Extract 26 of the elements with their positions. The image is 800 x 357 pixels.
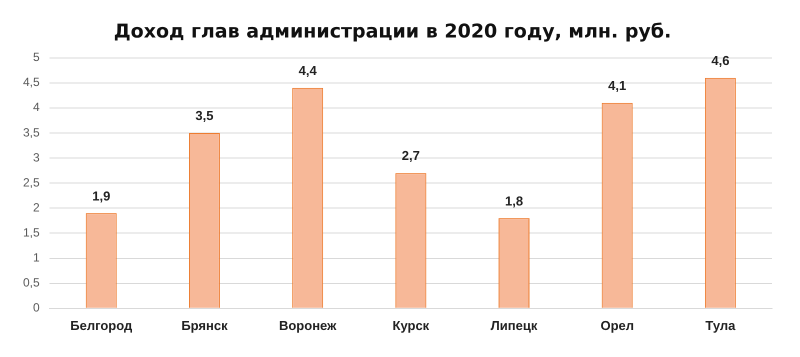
y-tick-label: 3 — [32, 150, 40, 164]
x-tick-label: Курск — [392, 318, 430, 333]
y-tick-label: 0,5 — [22, 276, 40, 290]
y-tick-label: 2,5 — [22, 175, 40, 190]
data-label: 3,5 — [195, 108, 214, 124]
y-tick-label: 5 — [32, 50, 40, 64]
x-tick-label: Брянск — [181, 318, 228, 333]
chart-title: Доход глав администрации в 2020 году, млн. руб. — [114, 20, 672, 42]
x-tick-label: Воронеж — [278, 318, 338, 333]
y-tick-label: 1 — [32, 250, 40, 265]
x-tick-label: Тула — [705, 318, 736, 333]
x-tick-label: Липецк — [490, 318, 538, 333]
data-label: 1,8 — [504, 193, 524, 208]
y-tick-label: 1,5 — [22, 226, 40, 240]
x-tick-label: Белгород — [70, 318, 134, 333]
data-label: 2,7 — [402, 148, 420, 164]
y-tick-label: 0 — [32, 300, 40, 315]
y-tick-label: 2 — [32, 200, 40, 214]
data-label: 4,4 — [298, 62, 318, 78]
y-tick-label: 3,5 — [22, 125, 40, 140]
data-label: 4,6 — [711, 52, 730, 68]
data-label: 4,1 — [608, 78, 626, 93]
y-tick-label: 4 — [32, 100, 40, 114]
x-tick-label: Орел — [600, 318, 634, 333]
y-tick-label: 4,5 — [22, 75, 40, 90]
data-label: 1,9 — [92, 188, 110, 204]
